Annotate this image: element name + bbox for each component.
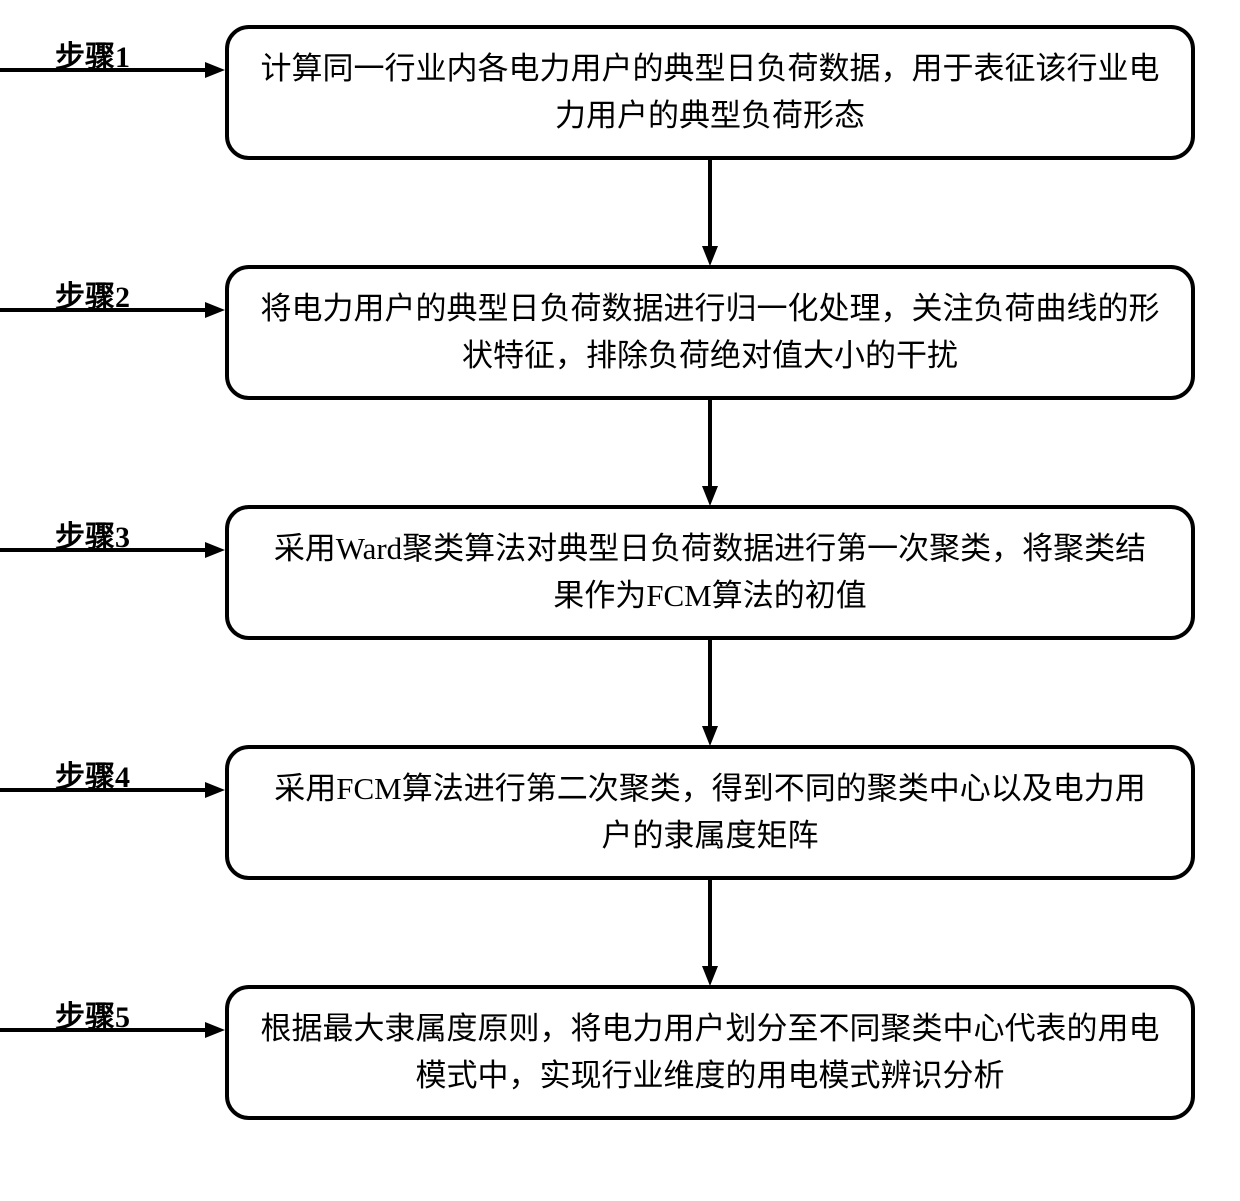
step-5-text: 根据最大隶属度原则，将电力用户划分至不同聚类中心代表的用电模式中，实现行业维度的… <box>259 1006 1161 1099</box>
step-2-text: 将电力用户的典型日负荷数据进行归一化处理，关注负荷曲线的形状特征，排除负荷绝对值… <box>259 286 1161 379</box>
connector-2-3 <box>695 400 725 510</box>
connector-3-4 <box>695 640 725 750</box>
step-1-inbound-arrow <box>0 60 225 90</box>
step-5-inbound-arrow <box>0 1020 225 1050</box>
step-3-inbound-arrow <box>0 540 225 570</box>
step-1-box: 计算同一行业内各电力用户的典型日负荷数据，用于表征该行业电力用户的典型负荷形态 <box>225 25 1195 160</box>
step-2-inbound-arrow <box>0 300 225 330</box>
connector-1-2 <box>695 160 725 270</box>
step-1-text: 计算同一行业内各电力用户的典型日负荷数据，用于表征该行业电力用户的典型负荷形态 <box>259 46 1161 139</box>
step-4-text: 采用FCM算法进行第二次聚类，得到不同的聚类中心以及电力用户的隶属度矩阵 <box>259 766 1161 859</box>
step-4-inbound-arrow <box>0 780 225 810</box>
step-5-box: 根据最大隶属度原则，将电力用户划分至不同聚类中心代表的用电模式中，实现行业维度的… <box>225 985 1195 1120</box>
step-3-box: 采用Ward聚类算法对典型日负荷数据进行第一次聚类，将聚类结果作为FCM算法的初… <box>225 505 1195 640</box>
connector-4-5 <box>695 880 725 990</box>
step-3-text: 采用Ward聚类算法对典型日负荷数据进行第一次聚类，将聚类结果作为FCM算法的初… <box>259 526 1161 619</box>
step-2-box: 将电力用户的典型日负荷数据进行归一化处理，关注负荷曲线的形状特征，排除负荷绝对值… <box>225 265 1195 400</box>
flowchart-container: 步骤1 计算同一行业内各电力用户的典型日负荷数据，用于表征该行业电力用户的典型负… <box>0 0 1240 1201</box>
step-4-box: 采用FCM算法进行第二次聚类，得到不同的聚类中心以及电力用户的隶属度矩阵 <box>225 745 1195 880</box>
